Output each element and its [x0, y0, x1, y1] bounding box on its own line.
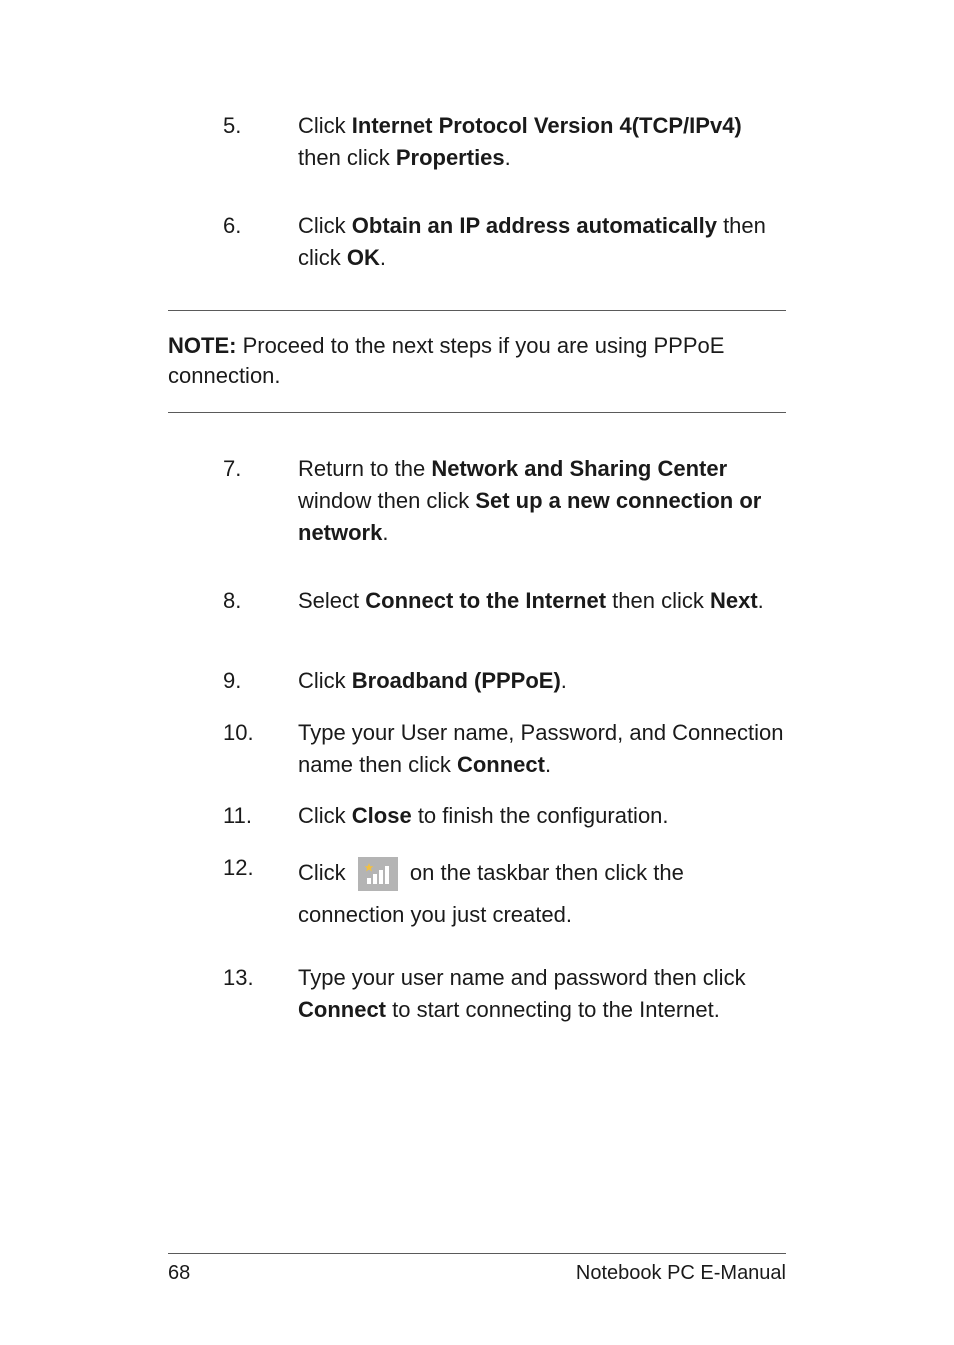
step-text: Type your user name and password then cl…: [298, 962, 786, 1026]
steps-group-top: 5. Click Internet Protocol Version 4(TCP…: [168, 110, 786, 274]
t: Click: [298, 213, 352, 238]
t: .: [545, 752, 551, 777]
t: Broadband (PPPoE): [352, 668, 561, 693]
t: then click: [298, 145, 396, 170]
step-number: 6.: [223, 210, 298, 274]
t: Select: [298, 588, 365, 613]
t: Click: [298, 113, 352, 138]
step-text: Click Broadband (PPPoE).: [298, 665, 786, 697]
step-6: 6. Click Obtain an IP address automatica…: [223, 210, 786, 274]
t: Click: [298, 803, 352, 828]
step-number: 13.: [223, 962, 298, 1026]
step-9: 9. Click Broadband (PPPoE).: [223, 665, 786, 697]
t: Internet Protocol Version 4(TCP/IPv4): [352, 113, 742, 138]
step-5: 5. Click Internet Protocol Version 4(TCP…: [223, 110, 786, 174]
note-label: NOTE:: [168, 333, 236, 358]
t: .: [382, 520, 388, 545]
step-text: Click Obtain an IP address automatically…: [298, 210, 786, 274]
t: Close: [352, 803, 412, 828]
t: Obtain an IP address automatically: [352, 213, 717, 238]
t-post: on the taskbar then click the connection…: [298, 860, 684, 927]
step-11: 11. Click Close to finish the configurat…: [223, 800, 786, 832]
t: Return to the: [298, 456, 431, 481]
step-number: 7.: [223, 453, 298, 549]
t-pre: Click: [298, 860, 352, 885]
t: .: [758, 588, 764, 613]
t: Connect: [457, 752, 545, 777]
step-12: 12. Click on the taskbar then click the …: [223, 852, 786, 936]
t: to finish the configuration.: [412, 803, 669, 828]
step-number: 8.: [223, 585, 298, 617]
t: Type your user name and password then cl…: [298, 965, 746, 990]
steps-group-bottom: 7. Return to the Network and Sharing Cen…: [168, 453, 786, 1026]
step-number: 10.: [223, 717, 298, 781]
step-13: 13. Type your user name and password the…: [223, 962, 786, 1026]
t: to start connecting to the Internet.: [386, 997, 720, 1022]
t: Properties: [396, 145, 505, 170]
page-number: 68: [168, 1262, 190, 1285]
t: window then click: [298, 488, 475, 513]
note-block: NOTE: Proceed to the next steps if you a…: [168, 310, 786, 414]
t: .: [380, 245, 386, 270]
step-text: Type your User name, Password, and Conne…: [298, 717, 786, 781]
t: Connect: [298, 997, 386, 1022]
page-footer: 68 Notebook PC E-Manual: [168, 1253, 786, 1285]
step-number: 12.: [223, 852, 298, 936]
t: then click: [606, 588, 710, 613]
t: Next: [710, 588, 758, 613]
network-signal-icon: [358, 857, 398, 891]
t: OK: [347, 245, 380, 270]
step-text: Select Connect to the Internet then clic…: [298, 585, 786, 617]
manual-page: 5. Click Internet Protocol Version 4(TCP…: [0, 0, 954, 1345]
t: Network and Sharing Center: [431, 456, 727, 481]
step-text: Click Close to finish the configuration.: [298, 800, 786, 832]
step-7: 7. Return to the Network and Sharing Cen…: [223, 453, 786, 549]
step-number: 11.: [223, 800, 298, 832]
note-text: Proceed to the next steps if you are usi…: [168, 333, 724, 389]
t: .: [561, 668, 567, 693]
manual-title: Notebook PC E-Manual: [576, 1262, 786, 1285]
t: Connect to the Internet: [365, 588, 606, 613]
step-number: 9.: [223, 665, 298, 697]
t: Click: [298, 668, 352, 693]
t: .: [505, 145, 511, 170]
step-text: Return to the Network and Sharing Center…: [298, 453, 786, 549]
step-text: Click on the taskbar then click the conn…: [298, 852, 786, 936]
step-number: 5.: [223, 110, 298, 174]
step-10: 10. Type your User name, Password, and C…: [223, 717, 786, 781]
step-8: 8. Select Connect to the Internet then c…: [223, 585, 786, 617]
step-text: Click Internet Protocol Version 4(TCP/IP…: [298, 110, 786, 174]
